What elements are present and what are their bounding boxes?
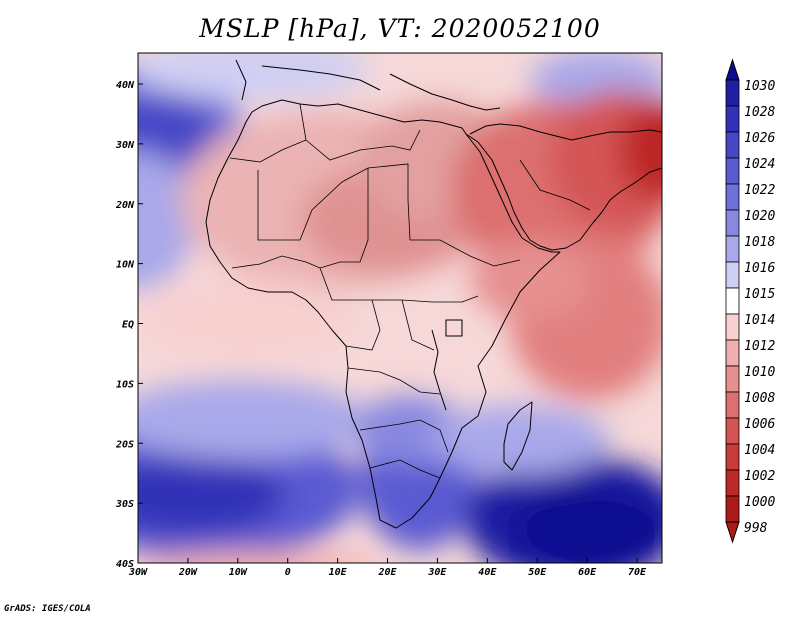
- colorbar-swatch: [725, 339, 740, 367]
- colorbar-swatch: [725, 157, 740, 185]
- pressure-field: [138, 53, 662, 563]
- longitude-ticks: 30W 20W 10W 0 10E 20E 30E 40E 50E 60E 70E: [128, 558, 647, 578]
- colorbar-label: 1018: [744, 235, 775, 250]
- lon-tick-label: 10E: [329, 567, 348, 578]
- colorbar-label: 1010: [744, 365, 775, 380]
- colorbar-swatch: [725, 261, 740, 289]
- colorbar-label: 998: [744, 521, 768, 536]
- colorbar-swatch: [725, 365, 740, 393]
- colorbar-swatch: [725, 235, 740, 263]
- colorbar-label: 1014: [744, 313, 775, 328]
- lon-tick-label: 0: [285, 567, 291, 578]
- map-frame: [137, 52, 663, 564]
- lat-tick-label: EQ: [122, 320, 134, 331]
- colorbar-label: 1015: [744, 287, 775, 302]
- lat-tick-label: 40S: [116, 559, 134, 570]
- colorbar-label: 1002: [744, 469, 775, 484]
- lon-tick-label: 70E: [628, 567, 647, 578]
- lon-tick-label: 50E: [528, 567, 547, 578]
- colorbar: 1030 1028 1026 1024 1022 1020 1018 1016 1015 1014…: [725, 58, 775, 544]
- colorbar-label: 1024: [744, 157, 775, 172]
- colorbar-swatch: [725, 495, 740, 523]
- colorbar-label: 1022: [744, 183, 775, 198]
- lat-tick-label: 20N: [115, 200, 135, 211]
- colorbar-swatch: [725, 183, 740, 211]
- colorbar-top-arrow: [725, 58, 740, 81]
- grads-credit: GrADS: IGES/COLA: [4, 604, 91, 614]
- lon-tick-label: 30W: [128, 567, 148, 578]
- colorbar-swatch: [725, 131, 740, 159]
- colorbar-label: 1020: [744, 209, 775, 224]
- country-borders: [229, 103, 591, 479]
- colorbar-label: 1028: [744, 105, 775, 120]
- colorbar-swatch: [725, 209, 740, 237]
- colorbar-swatch: [725, 105, 740, 133]
- colorbar-swatch: [725, 417, 740, 445]
- colorbar-label: 1008: [744, 391, 775, 406]
- colorbar-swatch: [725, 469, 740, 497]
- colorbar-label: 1030: [744, 79, 775, 94]
- coastlines: [205, 59, 662, 529]
- lat-tick-label: 10S: [116, 379, 134, 390]
- colorbar-swatch: [725, 443, 740, 471]
- lat-tick-label: 40N: [116, 80, 135, 91]
- colorbar-swatch: [725, 287, 740, 315]
- colorbar-swatch: [725, 79, 740, 107]
- colorbar-label: 1004: [744, 443, 775, 458]
- colorbar-swatch: [725, 313, 740, 341]
- lon-tick-label: 60E: [578, 567, 597, 578]
- colorbar-swatch: [725, 391, 740, 419]
- lon-tick-label: 20E: [377, 567, 397, 578]
- lon-tick-label: 40E: [478, 567, 497, 578]
- colorbar-label: 1016: [744, 261, 775, 276]
- lat-tick-label: 30S: [115, 499, 134, 510]
- colorbar-label: 1000: [744, 495, 775, 510]
- latitude-ticks: 40N 30N 20N 10N EQ 10S 20S 30S 40S: [115, 80, 143, 570]
- lat-tick-label: 30N: [115, 140, 135, 151]
- lon-tick-label: 30E: [427, 567, 447, 578]
- lat-tick-label: 10N: [116, 260, 135, 271]
- lon-tick-label: 10W: [229, 567, 248, 578]
- lon-tick-label: 20W: [178, 567, 198, 578]
- colorbar-bottom-arrow: [725, 521, 740, 544]
- map-title: MSLP [hPa], VT: 2020052100: [199, 14, 601, 43]
- colorbar-label: 1006: [744, 417, 775, 432]
- lat-tick-label: 20S: [115, 439, 134, 450]
- colorbar-label: 1026: [744, 131, 775, 146]
- colorbar-label: 1012: [744, 339, 775, 354]
